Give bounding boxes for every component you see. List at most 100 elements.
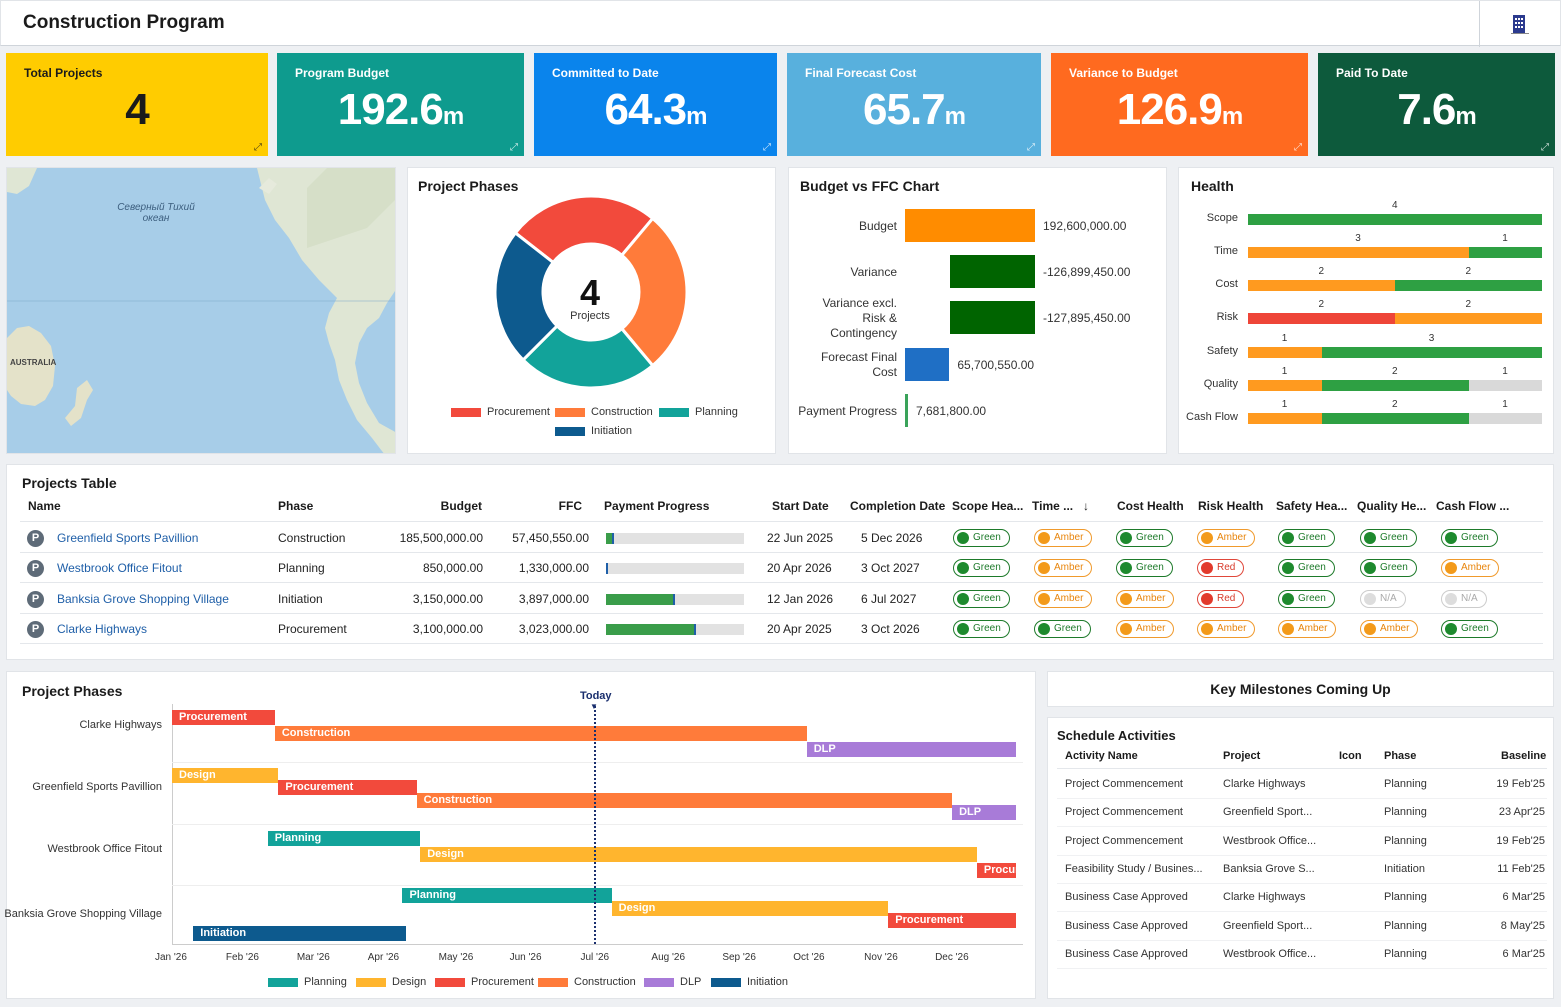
kpi-tile-program-budget[interactable]: Program Budget 192.6m ⤢: [277, 53, 524, 156]
column-header[interactable]: Start Date: [772, 499, 829, 513]
gantt-group-divider: [172, 762, 1023, 763]
health-segment-green[interactable]: [1468, 247, 1542, 258]
gantt-bar-design[interactable]: Design: [172, 768, 279, 783]
payment-progress-bar: [606, 563, 744, 574]
column-header[interactable]: FFC: [558, 499, 582, 513]
page-title: Construction Program: [23, 12, 225, 33]
phases-donut-chart[interactable]: [485, 186, 697, 398]
column-header[interactable]: Safety Hea...: [1276, 499, 1348, 513]
project-budget: 850,000.00: [422, 561, 483, 575]
gantt-bar-design[interactable]: Design: [611, 901, 889, 916]
health-segment-red[interactable]: [1248, 313, 1395, 324]
column-header[interactable]: Time ...: [1032, 499, 1074, 513]
gantt-bar-planning[interactable]: Planning: [267, 831, 421, 846]
legend-swatch: [555, 407, 585, 417]
health-segment-count: 1: [1281, 399, 1288, 410]
column-header[interactable]: Payment Progress: [604, 499, 710, 513]
health-segment-amber[interactable]: [1248, 347, 1322, 358]
health-segment-green[interactable]: [1395, 280, 1542, 291]
gantt-bar-dlp[interactable]: DLP: [806, 742, 1016, 757]
health-segment-green[interactable]: [1248, 214, 1542, 225]
legend-label: Initiation: [591, 425, 632, 437]
milestone-baseline: 6 Mar'25: [1502, 947, 1545, 960]
expand-icon[interactable]: ⤢: [1541, 142, 1549, 153]
health-segment-amber[interactable]: [1248, 380, 1322, 391]
kpi-tile-committed-to-date[interactable]: Committed to Date 64.3m ⤢: [534, 53, 777, 156]
expand-icon[interactable]: ⤢: [254, 142, 262, 153]
column-header[interactable]: Name: [28, 499, 61, 513]
column-header[interactable]: Risk Health: [1198, 499, 1264, 513]
gantt-bar-initiation[interactable]: Initiation: [193, 926, 407, 941]
column-header[interactable]: Scope Hea...: [952, 499, 1024, 513]
milestone-column-header[interactable]: Phase: [1384, 750, 1417, 762]
health-segment-green[interactable]: [1321, 347, 1542, 358]
gantt-legend-item-design[interactable]: Design: [356, 976, 426, 988]
legend-item-initiation[interactable]: Initiation: [555, 425, 632, 437]
gantt-title: Project Phases: [22, 683, 123, 699]
milestone-column-header[interactable]: Icon: [1339, 750, 1362, 762]
arrow-down-icon[interactable]: ↓: [1083, 499, 1089, 513]
health-segment-green[interactable]: [1321, 380, 1469, 391]
expand-icon[interactable]: ⤢: [1294, 142, 1302, 153]
legend-item-planning[interactable]: Planning: [659, 406, 738, 418]
gantt-legend-item-planning[interactable]: Planning: [268, 976, 347, 988]
legend-label: Planning: [695, 406, 738, 418]
gantt-bar-planning[interactable]: Planning: [402, 888, 612, 903]
bvf-bar[interactable]: [905, 209, 1035, 242]
health-status-badge: Amber: [1360, 620, 1419, 638]
health-segment-green[interactable]: [1321, 413, 1469, 424]
milestone-column-header[interactable]: Activity Name: [1065, 750, 1138, 762]
gantt-bar-procurement[interactable]: Procurement: [888, 913, 1016, 928]
health-segment-na[interactable]: [1468, 413, 1542, 424]
expand-icon[interactable]: ⤢: [763, 142, 771, 153]
gantt-bar-design[interactable]: Design: [420, 847, 977, 862]
health-segment-amber[interactable]: [1395, 313, 1542, 324]
gantt-legend-item-construction[interactable]: Construction: [538, 976, 636, 988]
project-name-link[interactable]: Clarke Highways: [57, 622, 148, 636]
legend-item-construction[interactable]: Construction: [555, 406, 653, 418]
gantt-bar-construction[interactable]: Construction: [416, 793, 953, 808]
health-segment-amber[interactable]: [1248, 413, 1322, 424]
health-segment-amber[interactable]: [1248, 280, 1395, 291]
project-name-link[interactable]: Greenfield Sports Pavillion: [57, 531, 199, 545]
gantt-bar-procurement[interactable]: Procurement: [172, 710, 275, 725]
expand-icon[interactable]: ⤢: [510, 142, 518, 153]
legend-item-procurement[interactable]: Procurement: [451, 406, 550, 418]
bvf-bar[interactable]: [950, 255, 1035, 288]
expand-icon[interactable]: ⤢: [1027, 142, 1035, 153]
gantt-month-tick: Jul '26: [580, 952, 610, 963]
column-header[interactable]: Cash Flow ...: [1436, 499, 1510, 513]
bvf-bar[interactable]: [950, 301, 1035, 334]
column-header[interactable]: Budget: [440, 499, 482, 513]
health-status-badge: Green: [953, 620, 1010, 638]
kpi-tile-variance-to-budget[interactable]: Variance to Budget 126.9m ⤢: [1051, 53, 1308, 156]
gantt-legend-item-initiation[interactable]: Initiation: [711, 976, 788, 988]
kpi-tile-paid-to-date[interactable]: Paid To Date 7.6m ⤢: [1318, 53, 1555, 156]
milestone-column-header[interactable]: Project: [1223, 750, 1261, 762]
column-header[interactable]: Quality He...: [1357, 499, 1427, 513]
kpi-tile-total-projects[interactable]: Total Projects 4 ⤢: [6, 53, 268, 156]
gantt-bar-dlp[interactable]: DLP: [952, 805, 1016, 820]
gantt-legend-item-procurement[interactable]: Procurement: [435, 976, 534, 988]
column-header[interactable]: Completion Date: [850, 499, 946, 513]
project-name-link[interactable]: Westbrook Office Fitout: [57, 561, 182, 575]
milestone-project: Greenfield Sport...: [1223, 806, 1313, 819]
column-header[interactable]: Phase: [278, 499, 314, 513]
health-segment-na[interactable]: [1468, 380, 1542, 391]
health-status-badge: Amber: [1197, 529, 1256, 547]
kpi-tile-final-forecast-cost[interactable]: Final Forecast Cost 65.7m ⤢: [787, 53, 1041, 156]
projects-map[interactable]: Северный Тихий океан AUSTRALIA: [6, 167, 396, 454]
gantt-bar-procurement[interactable]: Procurement: [278, 780, 417, 795]
bvf-bar[interactable]: [905, 348, 950, 381]
bvf-bar[interactable]: [905, 394, 908, 427]
health-status-badge: Green: [953, 590, 1010, 608]
column-header[interactable]: Cost Health: [1117, 499, 1184, 513]
milestone-column-header[interactable]: Baseline: [1501, 750, 1547, 762]
project-icon: P: [27, 621, 44, 638]
gantt-legend-item-dlp[interactable]: DLP: [644, 976, 701, 988]
health-status-badge: Green: [1360, 559, 1417, 577]
project-name-link[interactable]: Banksia Grove Shopping Village: [57, 592, 229, 606]
health-segment-amber[interactable]: [1248, 247, 1469, 258]
gantt-bar-procurement[interactable]: Procurement: [976, 863, 1016, 878]
gantt-bar-construction[interactable]: Construction: [274, 726, 807, 741]
